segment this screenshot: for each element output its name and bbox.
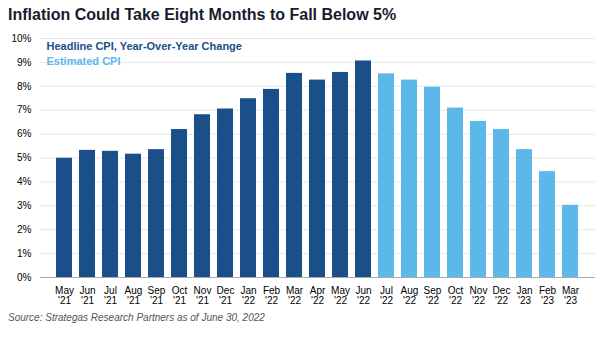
svg-text:Jan'23: Jan'23 [516, 285, 532, 306]
svg-text:8%: 8% [17, 81, 32, 92]
svg-text:Oct'22: Oct'22 [448, 285, 464, 306]
svg-text:Dec'22: Dec'22 [493, 285, 511, 306]
svg-text:Mar'22: Mar'22 [286, 285, 304, 306]
svg-text:Nov'22: Nov'22 [470, 285, 488, 306]
svg-text:Feb'23: Feb'23 [539, 285, 557, 306]
svg-text:Nov'21: Nov'21 [194, 285, 212, 306]
svg-text:Sep'22: Sep'22 [424, 285, 442, 306]
svg-text:4%: 4% [17, 176, 32, 187]
svg-text:0%: 0% [17, 272, 32, 283]
svg-text:May'22: May'22 [331, 285, 350, 306]
svg-text:Aug'22: Aug'22 [401, 285, 419, 306]
svg-text:Jun'21: Jun'21 [79, 285, 95, 306]
svg-text:Estimated CPI: Estimated CPI [47, 55, 121, 67]
svg-text:Oct'21: Oct'21 [172, 285, 188, 306]
svg-text:Aug'21: Aug'21 [125, 285, 143, 306]
svg-text:Sep'21: Sep'21 [148, 285, 166, 306]
svg-text:Mar'23: Mar'23 [562, 285, 580, 306]
html-text:Source: Strategas Research Par: Source: Strategas Research Partners as o… [8, 312, 265, 323]
svg-text:6%: 6% [17, 128, 32, 139]
svg-text:Jun'22: Jun'22 [355, 285, 371, 306]
svg-text:7%: 7% [17, 104, 32, 115]
svg-text:May'21: May'21 [55, 285, 74, 306]
svg-text:Jan'22: Jan'22 [240, 285, 256, 306]
svg-text:Dec'21: Dec'21 [217, 285, 235, 306]
svg-text:2%: 2% [17, 224, 32, 235]
svg-text:Apr'22: Apr'22 [310, 285, 326, 306]
svg-text:Jul'21: Jul'21 [104, 285, 117, 306]
svg-text:1%: 1% [17, 248, 32, 259]
svg-text:Headline CPI, Year-Over-Year C: Headline CPI, Year-Over-Year Change [47, 40, 242, 52]
svg-text:Feb'22: Feb'22 [263, 285, 281, 306]
svg-text:Jul'22: Jul'22 [380, 285, 393, 306]
svg-text:9%: 9% [17, 57, 32, 68]
html-text:Inflation Could Take Eight Mon: Inflation Could Take Eight Months to Fal… [8, 6, 397, 23]
svg-text:5%: 5% [17, 152, 32, 163]
svg-text:10%: 10% [11, 33, 31, 44]
svg-text:3%: 3% [17, 200, 32, 211]
